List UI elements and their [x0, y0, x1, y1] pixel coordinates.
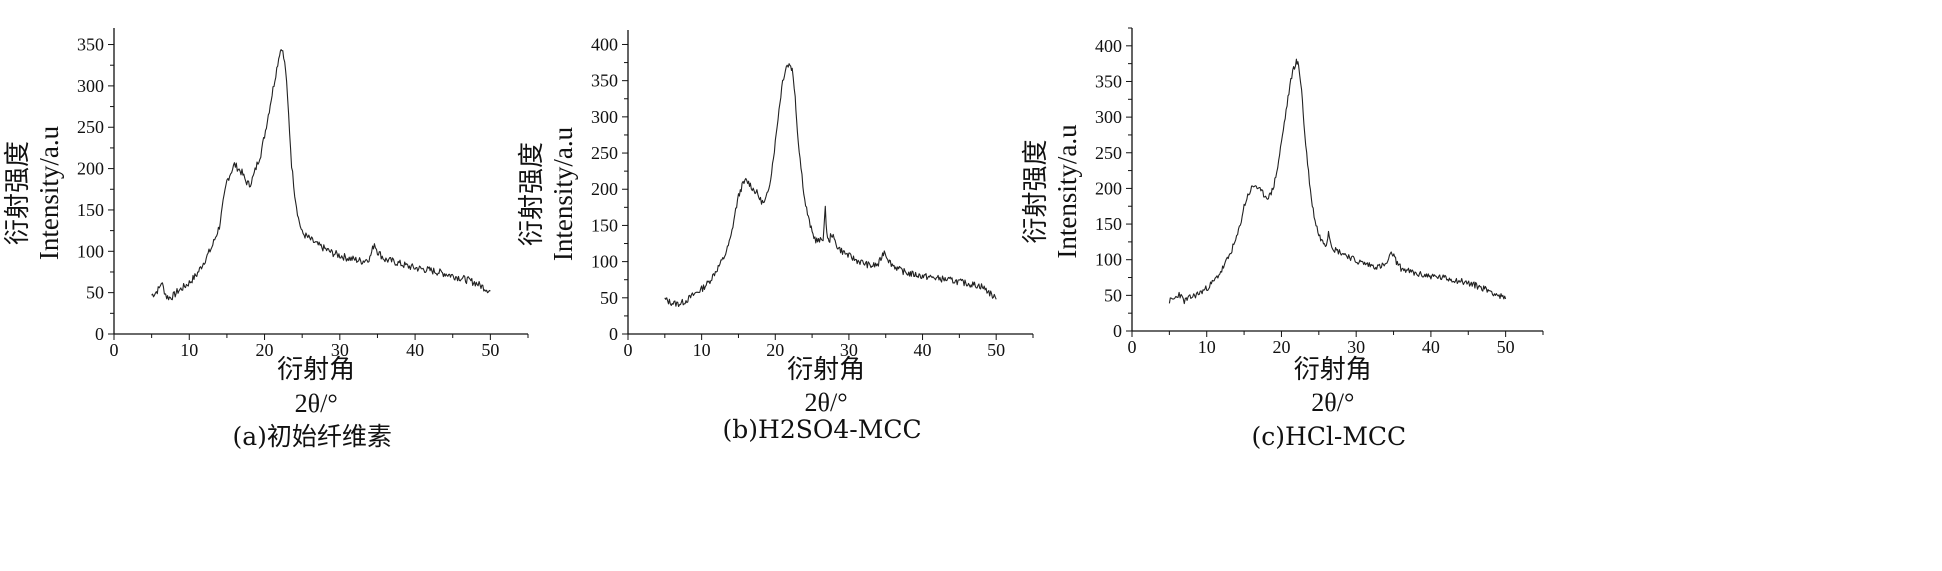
x-tick-label: 10 [180, 340, 198, 360]
x-tick-label: 0 [1128, 337, 1137, 357]
y-tick-label: 400 [1095, 36, 1122, 56]
x-tick-label: 10 [693, 340, 711, 360]
y-tick-label: 200 [77, 159, 104, 179]
x-axis-label-zh: 衍射角 [787, 355, 865, 385]
x-axis-label-en: 2θ/° [805, 388, 848, 417]
y-tick-label: 250 [591, 143, 618, 163]
y-tick-label: 150 [1095, 214, 1122, 234]
y-tick-label: 0 [95, 324, 104, 344]
y-tick-label: 400 [591, 34, 618, 54]
x-tick-label: 50 [987, 340, 1005, 360]
y-tick-label: 200 [1095, 178, 1122, 198]
y-tick-label: 250 [77, 117, 104, 137]
figure-caption: (c)HCl-MCC [1251, 422, 1406, 451]
y-tick-label: 100 [77, 241, 104, 261]
x-axis-label-zh: 衍射角 [1294, 355, 1372, 385]
chart-a: 0 10 20 30 40 50 0 50 100 150 200 250 300 350 衍射强度 Inte… [3, 28, 529, 451]
xrd-series-line [1168, 58, 1507, 305]
x-tick-label: 30 [1347, 337, 1365, 357]
x-axis-label-zh: 衍射角 [277, 355, 355, 385]
figure-caption: (a)初始纤维素 [232, 422, 391, 451]
chart-c: 0 10 20 30 40 50 0 50 100 150 200 250 300 350 400 衍射强度 I… [1021, 27, 1544, 451]
x-tick-label: 40 [914, 340, 932, 360]
y-axis-label-en: Intensity/a.u [1052, 124, 1082, 259]
y-tick-label: 350 [591, 71, 618, 91]
x-axis-label-en: 2θ/° [295, 389, 338, 418]
x-tick-label: 20 [1272, 337, 1290, 357]
y-tick-label: 350 [1095, 71, 1122, 91]
chart-panel-b: 0 10 20 30 40 50 0 50 100 150 200 250 300 350 400 衍射强度 I… [517, 0, 1290, 571]
x-tick-label: 0 [110, 340, 119, 360]
chart-panel-c: 0 10 20 30 40 50 0 50 100 150 200 250 300 350 400 衍射强度 I… [1021, 0, 1942, 571]
x-tick-label: 50 [1497, 337, 1515, 357]
y-tick-label: 50 [86, 283, 104, 303]
x-tick-label: 30 [840, 340, 858, 360]
x-tick-label: 50 [481, 340, 499, 360]
y-tick-label: 150 [77, 200, 104, 220]
y-tick-label: 0 [609, 324, 618, 344]
y-tick-label: 100 [1095, 250, 1122, 270]
y-tick-label: 200 [591, 179, 618, 199]
figure-caption: (b)H2SO4-MCC [723, 415, 922, 444]
x-tick-label: 20 [766, 340, 784, 360]
y-tick-label: 50 [600, 288, 618, 308]
x-tick-label: 10 [1198, 337, 1216, 357]
y-axis-label-zh: 衍射强度 [517, 142, 547, 246]
xrd-series-line [151, 49, 491, 301]
x-tick-label: 20 [256, 340, 274, 360]
y-tick-label: 300 [1095, 107, 1122, 127]
y-tick-label: 350 [77, 35, 104, 55]
y-tick-label: 0 [1113, 321, 1122, 341]
x-axis-label-en: 2θ/° [1311, 388, 1354, 417]
xrd-series-line [664, 63, 997, 308]
y-tick-label: 50 [1104, 285, 1122, 305]
y-axis-label-en: Intensity/a.u [34, 125, 64, 260]
x-tick-label: 40 [406, 340, 424, 360]
y-axis-label-en: Intensity/a.u [548, 126, 578, 261]
y-axis-label-zh: 衍射强度 [3, 141, 33, 245]
x-tick-label: 40 [1422, 337, 1440, 357]
chart-panel-a: 0 10 20 30 40 50 0 50 100 150 200 250 300 350 衍射强度 Inte… [0, 0, 660, 571]
y-tick-label: 150 [591, 215, 618, 235]
y-tick-label: 250 [1095, 143, 1122, 163]
chart-b: 0 10 20 30 40 50 0 50 100 150 200 250 300 350 400 衍射强度 I… [517, 30, 1034, 444]
y-axis-label-zh: 衍射强度 [1021, 139, 1051, 243]
y-tick-label: 100 [591, 252, 618, 272]
y-tick-label: 300 [77, 76, 104, 96]
x-tick-label: 0 [624, 340, 633, 360]
y-tick-label: 300 [591, 107, 618, 127]
x-tick-label: 30 [331, 340, 349, 360]
